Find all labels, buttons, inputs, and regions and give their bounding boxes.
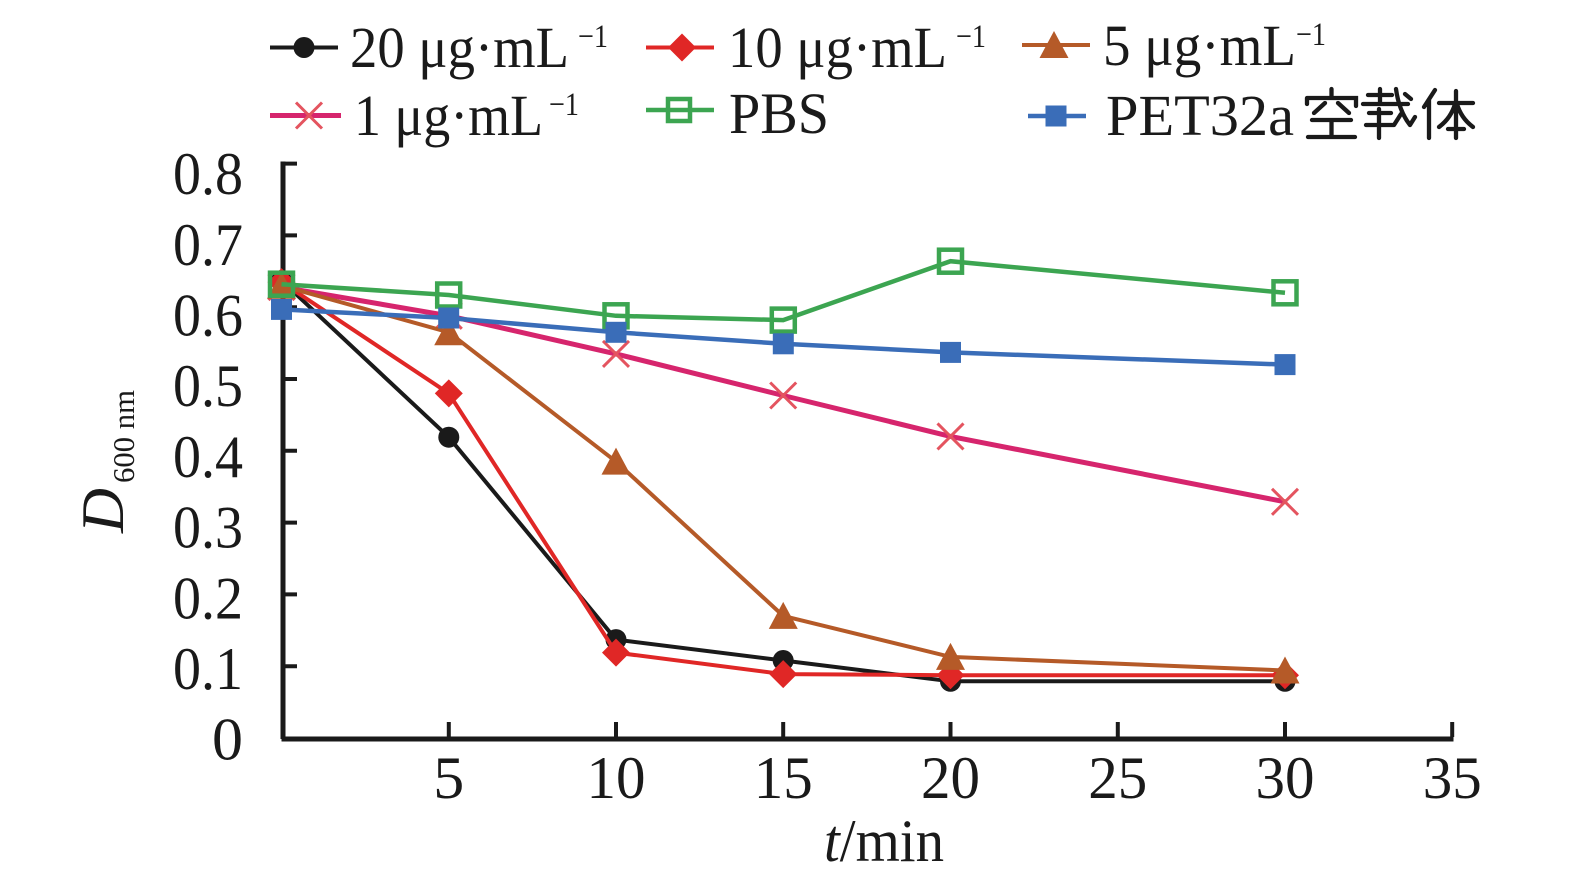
svg-text:0: 0 bbox=[212, 707, 243, 773]
svg-text:0.6: 0.6 bbox=[173, 283, 243, 349]
svg-text:5: 5 bbox=[433, 745, 464, 811]
svg-text:−1: −1 bbox=[549, 87, 579, 123]
svg-text:10 μg·mL: 10 μg·mL bbox=[728, 15, 947, 80]
svg-text:5 μg·mL: 5 μg·mL bbox=[1103, 13, 1296, 78]
svg-text:0.3: 0.3 bbox=[173, 495, 243, 561]
svg-text:D600 nm: D600 nm bbox=[70, 390, 141, 534]
svg-text:30: 30 bbox=[1256, 745, 1315, 811]
svg-text:−1: −1 bbox=[956, 19, 986, 55]
svg-text:−1: −1 bbox=[578, 19, 608, 55]
svg-text:15: 15 bbox=[754, 745, 813, 811]
svg-text:20: 20 bbox=[921, 745, 980, 811]
svg-text:PET32a: PET32a bbox=[1106, 83, 1294, 148]
svg-text:0.1: 0.1 bbox=[173, 636, 243, 702]
svg-text:0.8: 0.8 bbox=[173, 141, 243, 207]
svg-text:20 μg·mL: 20 μg·mL bbox=[350, 15, 569, 80]
svg-text:t/min: t/min bbox=[824, 808, 944, 874]
svg-text:25: 25 bbox=[1088, 745, 1147, 811]
svg-text:0.2: 0.2 bbox=[173, 565, 243, 631]
svg-text:0.7: 0.7 bbox=[173, 212, 243, 278]
svg-text:0.5: 0.5 bbox=[173, 353, 243, 419]
svg-text:1 μg·mL: 1 μg·mL bbox=[354, 83, 543, 148]
svg-text:−1: −1 bbox=[1296, 17, 1326, 53]
svg-text:PBS: PBS bbox=[729, 81, 829, 146]
svg-text:0.4: 0.4 bbox=[173, 424, 243, 490]
svg-text:10: 10 bbox=[587, 745, 646, 811]
svg-text:35: 35 bbox=[1423, 745, 1482, 811]
